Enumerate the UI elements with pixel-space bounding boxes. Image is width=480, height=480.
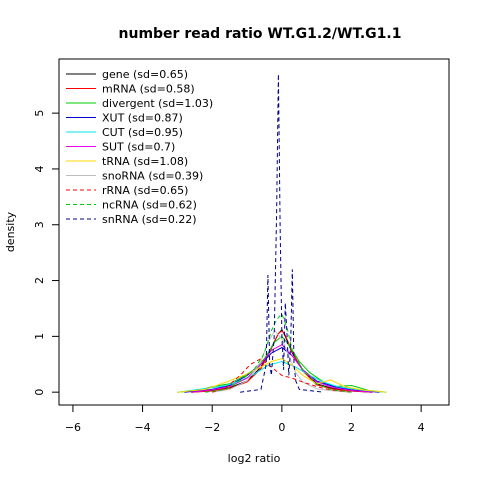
x-tick-label: −4 <box>134 421 150 434</box>
series-line-7 <box>212 329 352 393</box>
legend-label: divergent (sd=1.03) <box>102 97 213 110</box>
x-tick-label: 4 <box>418 421 425 434</box>
legend-label: tRNA (sd=1.08) <box>102 155 188 168</box>
legend-label: rRNA (sd=0.65) <box>102 184 188 197</box>
x-tick-label: −6 <box>65 421 81 434</box>
x-axis: −6 −4 −2 0 2 4 <box>65 404 425 434</box>
series-lines <box>177 74 387 393</box>
legend-label: snRNA (sd=0.22) <box>102 213 197 226</box>
series-line-6 <box>177 358 387 393</box>
y-tick-label: 4 <box>33 165 46 172</box>
y-axis: 0 1 2 3 4 5 <box>33 110 60 396</box>
x-axis-label: log2 ratio <box>228 452 281 465</box>
y-tick-label: 3 <box>33 221 46 228</box>
series-line-10 <box>240 74 324 393</box>
x-tick-label: 0 <box>278 421 285 434</box>
y-tick-label: 1 <box>33 333 46 340</box>
legend-label: ncRNA (sd=0.62) <box>102 199 197 212</box>
series-line-3 <box>184 346 380 393</box>
legend-label: CUT (sd=0.95) <box>102 126 183 139</box>
y-tick-label: 5 <box>33 110 46 117</box>
legend-label: XUT (sd=0.87) <box>102 112 183 125</box>
series-line-8 <box>212 358 352 393</box>
legend-label: SUT (sd=0.7) <box>102 141 175 154</box>
series-line-4 <box>177 360 387 393</box>
x-tick-label: 2 <box>348 421 355 434</box>
chart-title: number read ratio WT.G1.2/WT.G1.1 <box>119 26 402 42</box>
y-axis-label: density <box>4 211 17 252</box>
legend-label: mRNA (sd=0.58) <box>102 83 195 96</box>
legend-label: snoRNA (sd=0.39) <box>102 170 203 183</box>
y-tick-label: 2 <box>33 277 46 284</box>
x-tick-label: −2 <box>204 421 220 434</box>
legend-label: gene (sd=0.65) <box>102 68 188 81</box>
series-line-9 <box>205 313 352 393</box>
y-tick-label: 0 <box>33 389 46 396</box>
legend: gene (sd=0.65) mRNA (sd=0.58)divergent (s… <box>66 68 213 226</box>
